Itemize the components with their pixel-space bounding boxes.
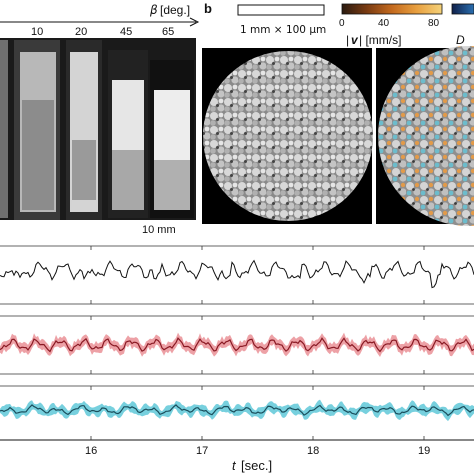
- colorbar-2: [451, 3, 474, 15]
- x-tick-label-17: 17: [196, 445, 208, 457]
- grain-image-left: [203, 51, 373, 221]
- panel-a: β [deg.] 10 20 45 65 10 mm: [0, 3, 200, 236]
- colorbar-tick-40: 40: [378, 18, 390, 29]
- colorbar-tick-80: 80: [428, 18, 440, 29]
- series-red-band: [0, 332, 474, 357]
- x-tick-label-18: 18: [307, 445, 319, 457]
- tube-edge: [0, 40, 8, 218]
- colorbar-label-suffix: | [mm/s]: [359, 33, 401, 47]
- angle-axis-arrow: [189, 17, 200, 27]
- panel-b: b 1 mm × 100 μm 0 40 80 | v | [mm/s] D: [202, 1, 474, 226]
- angle-10: 10: [31, 26, 43, 38]
- colorbar-label-symbol: v: [351, 33, 359, 47]
- colorbar-label-prefix: |: [346, 33, 349, 47]
- colorbar: [341, 3, 443, 15]
- time-series: 16 17 18 19 t [sec.]: [0, 245, 474, 473]
- x-axis-symbol: t: [232, 458, 237, 473]
- panel-letter-b: b: [204, 1, 212, 16]
- series-red-line: [0, 337, 474, 353]
- angle-65: 65: [162, 26, 174, 38]
- colorbar-tick-0: 0: [339, 18, 345, 29]
- series-black-line: [0, 259, 474, 289]
- scale-label-a: 10 mm: [142, 224, 176, 236]
- series-teal-line: [0, 404, 474, 417]
- angle-45: 45: [120, 26, 132, 38]
- x-tick-label-16: 16: [85, 445, 97, 457]
- x-axis-ticks: [90, 246, 425, 440]
- angle-20: 20: [75, 26, 87, 38]
- angle-axis-symbol: β: [149, 3, 158, 17]
- x-tick-label-19: 19: [418, 445, 430, 457]
- scale-bar-label-b: 1 mm × 100 μm: [240, 24, 326, 36]
- scale-bar-b: [237, 4, 325, 16]
- angle-axis-unit: [deg.]: [160, 3, 190, 17]
- x-axis-unit: [sec.]: [241, 458, 272, 473]
- colorbar-2-label: D: [456, 33, 465, 47]
